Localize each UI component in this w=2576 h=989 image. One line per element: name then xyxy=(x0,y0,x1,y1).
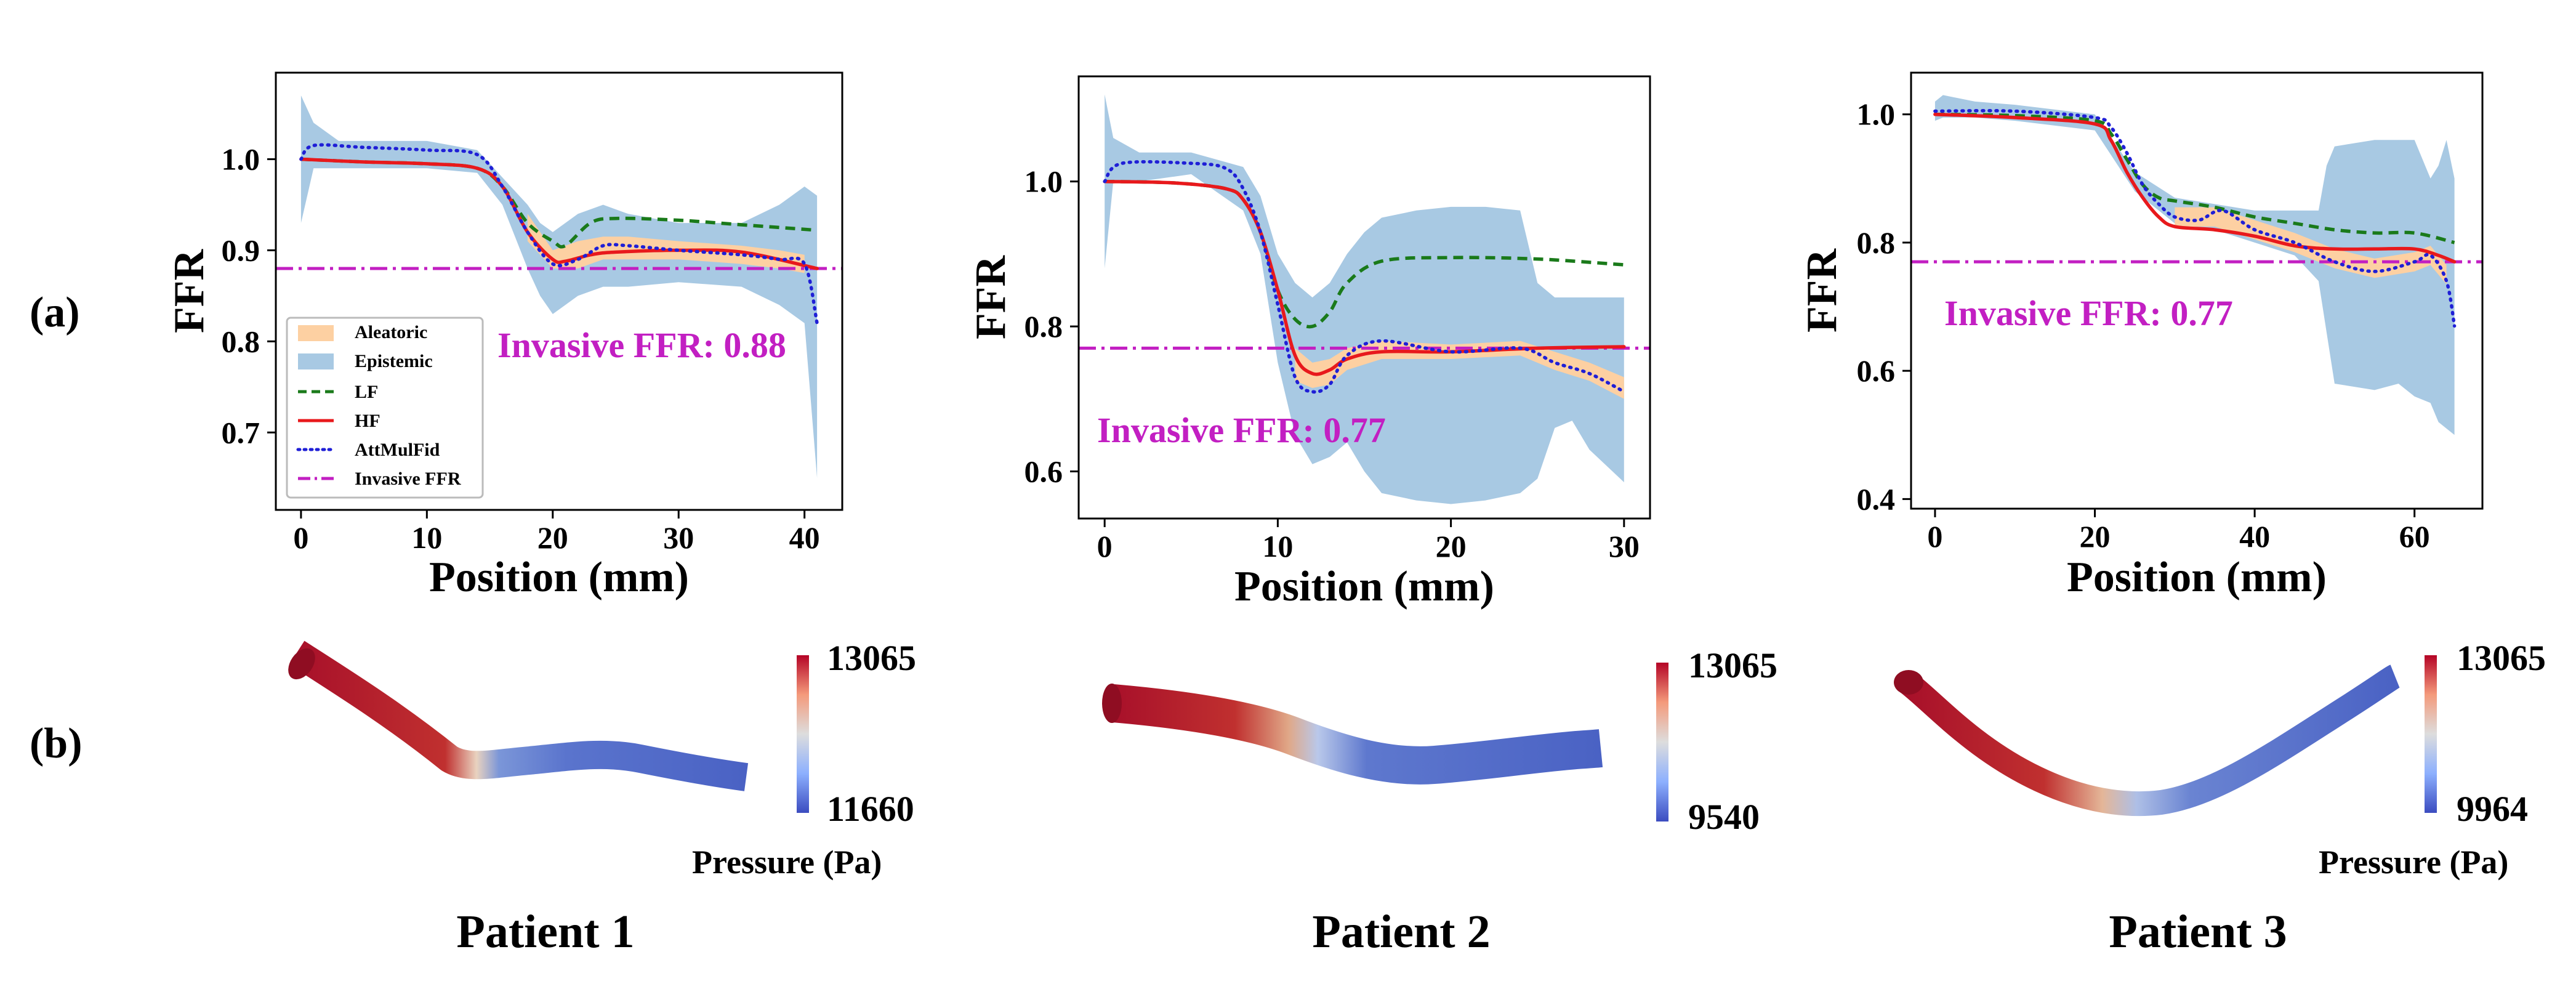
x-axis-label: Position (mm) xyxy=(1234,563,1494,610)
vessel-patient-3 xyxy=(1894,664,2401,817)
plot-area xyxy=(1911,95,2482,435)
colorbar-3: 13065 9964 Pressure (Pa) xyxy=(2319,638,2546,881)
vessel-shape-3 xyxy=(1899,664,2401,817)
invasive-ffr-annotation: Invasive FFR: 0.77 xyxy=(1097,410,1386,450)
aleatoric-band xyxy=(2175,207,2447,285)
legend: Aleatoric Epistemic LF HF AttMulFid Inva… xyxy=(286,317,484,499)
legend-label-hf: HF xyxy=(355,411,380,431)
x-axis-label: Position (mm) xyxy=(2067,554,2327,601)
y-tick-label: 0.8 xyxy=(222,324,260,358)
x-tick-label: 20 xyxy=(537,520,568,555)
epistemic-band xyxy=(300,95,818,478)
y-tick-label: 0.6 xyxy=(1857,353,1896,388)
y-axis-label: FFR xyxy=(1798,248,1846,333)
vessel-patient-1 xyxy=(288,640,749,791)
legend-label-invasive: Invasive FFR xyxy=(355,469,461,489)
vessel-end-cap-2 xyxy=(1102,684,1122,723)
legend-label-attmulfid: AttMulFid xyxy=(355,440,440,460)
y-axis-label: FFR xyxy=(967,255,1015,340)
y-tick-label: 0.9 xyxy=(222,233,260,267)
y-tick-label: 1.0 xyxy=(1857,97,1896,132)
colorbar-gradient-1 xyxy=(797,655,809,813)
epistemic-band xyxy=(1934,95,2455,435)
vessel-end-cap-1 xyxy=(288,648,315,680)
vessel-end-cap-3 xyxy=(1894,670,1923,695)
colorbar-label-1: Pressure (Pa) xyxy=(692,844,882,881)
colorbar-min-3: 9964 xyxy=(2457,789,2528,829)
legend-label-lf: LF xyxy=(355,382,378,402)
colorbar-max-3: 13065 xyxy=(2457,638,2546,678)
x-tick-label: 40 xyxy=(789,520,820,555)
chart-patient-2: 0 10 20 30 0.6 0.8 1.0 Position (mm) FFR Invasive… xyxy=(967,75,1651,610)
aleatoric-band xyxy=(1295,341,1624,399)
legend-swatch-epistemic xyxy=(298,353,334,369)
plot-area xyxy=(1079,94,1650,504)
colorbar-label-3: Pressure (Pa) xyxy=(2319,844,2508,881)
patient-label-1: Patient 1 xyxy=(456,906,634,958)
colorbar-1: 13065 11660 Pressure (Pa) xyxy=(692,638,916,881)
x-tick-label: 10 xyxy=(411,520,442,555)
x-tick-label: 30 xyxy=(663,520,694,555)
vessel-shape-2 xyxy=(1111,684,1603,785)
invasive-ffr-annotation: Invasive FFR: 0.88 xyxy=(497,325,786,365)
colorbar-gradient-2 xyxy=(1656,663,1668,821)
x-tick-label: 10 xyxy=(1262,529,1293,563)
patient-label-2: Patient 2 xyxy=(1312,906,1490,958)
plot-area xyxy=(276,95,842,478)
x-axis-label: Position (mm) xyxy=(429,554,689,601)
series-attmulfid xyxy=(1103,159,1626,394)
vessel-shape-1 xyxy=(289,640,749,791)
y-tick-label: 0.8 xyxy=(1857,225,1896,260)
x-tick-label: 60 xyxy=(2399,519,2430,554)
x-tick-label: 40 xyxy=(2239,519,2270,554)
legend-frame xyxy=(286,317,484,499)
invasive-ffr-annotation: Invasive FFR: 0.77 xyxy=(1944,293,2233,333)
y-tick-label: 1.0 xyxy=(222,142,260,177)
x-tick-label: 0 xyxy=(1097,529,1113,563)
series-hf xyxy=(1103,179,1626,376)
colorbar-gradient-3 xyxy=(2425,655,2437,813)
axes-frame xyxy=(1077,75,1651,520)
epistemic-band xyxy=(1105,94,1624,504)
colorbar-max-2: 13065 xyxy=(1688,645,1777,685)
y-tick-label: 0.6 xyxy=(1024,454,1063,488)
colorbar-min-2: 9540 xyxy=(1688,797,1760,837)
series-hf xyxy=(299,157,819,270)
panel-label-b: (b) xyxy=(30,720,83,767)
colorbar-max-1: 13065 xyxy=(827,638,916,678)
panel-label-a: (a) xyxy=(30,289,80,336)
colorbar-2: 13065 9540 xyxy=(1656,645,1777,837)
patient-label-3: Patient 3 xyxy=(2109,906,2287,958)
x-tick-label: 0 xyxy=(293,520,308,555)
series-lf xyxy=(1934,112,2455,244)
axes-frame xyxy=(275,71,843,511)
chart-patient-1: 0 10 20 30 40 0.7 0.8 0.9 1.0 Position (mm) FFR Inv… xyxy=(166,71,843,601)
x-tick-label: 20 xyxy=(1436,529,1467,563)
y-axis-label: FFR xyxy=(166,249,213,334)
axes-frame xyxy=(1910,71,2484,510)
x-tick-label: 0 xyxy=(1927,519,1942,554)
aleatoric-band xyxy=(527,214,805,273)
legend-label-epistemic: Epistemic xyxy=(355,351,433,371)
colorbar-min-1: 11660 xyxy=(827,789,914,829)
legend-label-aleatoric: Aleatoric xyxy=(355,322,427,342)
legend-swatch-aleatoric xyxy=(298,325,334,341)
y-tick-label: 0.8 xyxy=(1024,309,1063,344)
y-tick-label: 0.4 xyxy=(1857,482,1896,516)
x-tick-label: 20 xyxy=(2080,519,2111,554)
y-tick-label: 0.7 xyxy=(222,415,260,450)
series-hf xyxy=(1933,112,2457,264)
x-tick-label: 30 xyxy=(1609,529,1640,563)
chart-patient-3: 0 20 40 60 0.4 0.6 0.8 1.0 Position (mm) FFR Invas… xyxy=(1798,71,2484,601)
y-tick-label: 1.0 xyxy=(1024,164,1063,199)
vessel-patient-2 xyxy=(1102,684,1603,785)
series-attmulfid xyxy=(1933,108,2457,328)
series-attmulfid xyxy=(299,143,819,325)
